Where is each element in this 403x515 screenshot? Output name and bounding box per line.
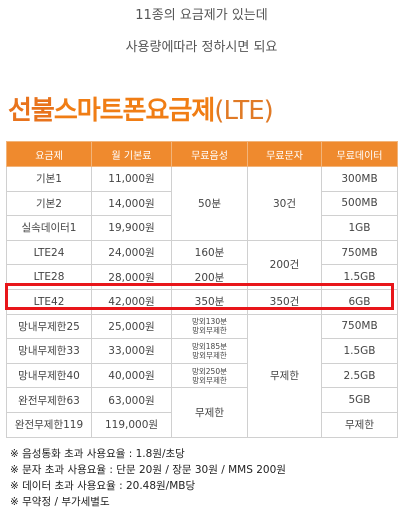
table-row: 기본2 14,000원 500MB (6, 190, 398, 217)
voice-unlimited: 무제한 (171, 387, 248, 438)
plan-data: 300MB (321, 166, 398, 192)
table-row: LTE24 24,000원 160분 200건 750MB (6, 239, 398, 290)
plan-data: 750MB (321, 313, 398, 340)
plan-name: LTE24 (6, 239, 92, 266)
plan-name: 망내무제한33 (6, 338, 92, 364)
note-voice: ※ 음성통화 초과 사용요율 : 1.8원/초당 (10, 448, 185, 460)
title-highlight: 스마트폰요금제 (53, 96, 215, 126)
intro-line-2: 사용량에따라 정하시면 되요 (125, 40, 278, 55)
voice-line: 망외250분 (191, 366, 227, 376)
header-sms: 무료문자 (247, 141, 322, 167)
table-row: 망내무제한40 40,000원 망외250분 망외무제한 2.5GB (6, 362, 398, 389)
plan-fee: 11,000원 (91, 166, 172, 192)
plan-name: 망내무제한25 (6, 313, 92, 340)
plan-name: 망내무제한40 (6, 362, 92, 389)
plan-data: 1GB (321, 215, 398, 241)
plan-voice: 망외250분 망외무제한 (171, 362, 248, 389)
plan-fee: 25,000원 (91, 313, 172, 340)
plan-fee: 24,000원 (91, 239, 172, 266)
table-row: 완전무제한119 119,000원 무제한 (6, 411, 398, 438)
plan-data: 2.5GB (321, 362, 398, 389)
table-row: 망내무제한25 25,000원 망외130분 망외무제한 무제한 750MB (6, 313, 398, 438)
plan-voice: 160분 (171, 239, 248, 266)
voice-line: 망외무제한 (192, 375, 227, 385)
plan-data: 500MB (321, 190, 398, 217)
plan-fee: 40,000원 (91, 362, 172, 389)
plan-name: 완전무제한63 (6, 387, 92, 413)
plan-fee: 14,000원 (91, 190, 172, 217)
table-row-highlighted: LTE42 42,000원 350분 350건 6GB (6, 288, 398, 315)
notes: ※ 음성통화 초과 사용요율 : 1.8원/초당 ※ 문자 초과 사용요율 : … (10, 446, 286, 510)
note-data: ※ 데이터 초과 사용요율 : 20.48원/MB당 (10, 480, 196, 492)
plan-sms: 350건 (247, 288, 322, 315)
sms-basic: 30건 (247, 166, 322, 241)
plan-name: 기본2 (6, 190, 92, 217)
table-header-row: 요금제 월 기본료 무료음성 무료문자 무료데이터 (6, 141, 398, 167)
voice-line: 망외무제한 (192, 326, 227, 336)
note-contract: ※ 무약정 / 부가세별도 (10, 496, 110, 508)
sms-unlimited: 무제한 (247, 313, 322, 438)
plan-name: LTE42 (6, 288, 92, 315)
page-title: 선불스마트폰요금제(LTE) (8, 90, 274, 127)
plan-data: 무제한 (321, 411, 398, 438)
plan-fee: 119,000원 (91, 411, 172, 438)
header-plan: 요금제 (6, 141, 92, 167)
plan-data: 750MB (321, 239, 398, 266)
header-fee: 월 기본료 (91, 141, 172, 167)
plan-voice: 망외130분 망외무제한 (171, 313, 248, 340)
highlight-box (5, 283, 394, 310)
plan-voice: 망외185분 망외무제한 (171, 338, 248, 364)
table-row: 기본1 11,000원 50분 30건 300MB (6, 166, 398, 241)
header-data: 무료데이터 (321, 141, 398, 167)
plan-data: 5GB (321, 387, 398, 413)
table-row: 실속데이터1 19,900원 1GB (6, 215, 398, 241)
title-suffix: (LTE) (214, 96, 274, 126)
plan-name: 실속데이터1 (6, 215, 92, 241)
plan-fee: 33,000원 (91, 338, 172, 364)
title-prefix: 선불 (8, 96, 55, 126)
plan-fee: 19,900원 (91, 215, 172, 241)
voice-line: 망외무제한 (192, 350, 227, 360)
sms-lte: 200건 (247, 239, 322, 290)
voice-line: 망외130분 (191, 317, 227, 327)
voice-basic: 50분 (171, 166, 248, 241)
table-row: 완전무제한63 63,000원 무제한 5GB (6, 387, 398, 438)
plan-name: 기본1 (6, 166, 92, 192)
voice-line: 망외185분 (191, 341, 227, 351)
plan-name: 완전무제한119 (6, 411, 92, 438)
table-row: 망내무제한33 33,000원 망외185분 망외무제한 1.5GB (6, 338, 398, 364)
plan-data: 1.5GB (321, 338, 398, 364)
header-voice: 무료음성 (171, 141, 248, 167)
plan-fee: 63,000원 (91, 387, 172, 413)
intro-line-1: 11종의 요금제가 있는데 (135, 8, 268, 23)
note-sms: ※ 문자 초과 사용요율 : 단문 20원 / 장문 30원 / MMS 200… (10, 464, 286, 476)
